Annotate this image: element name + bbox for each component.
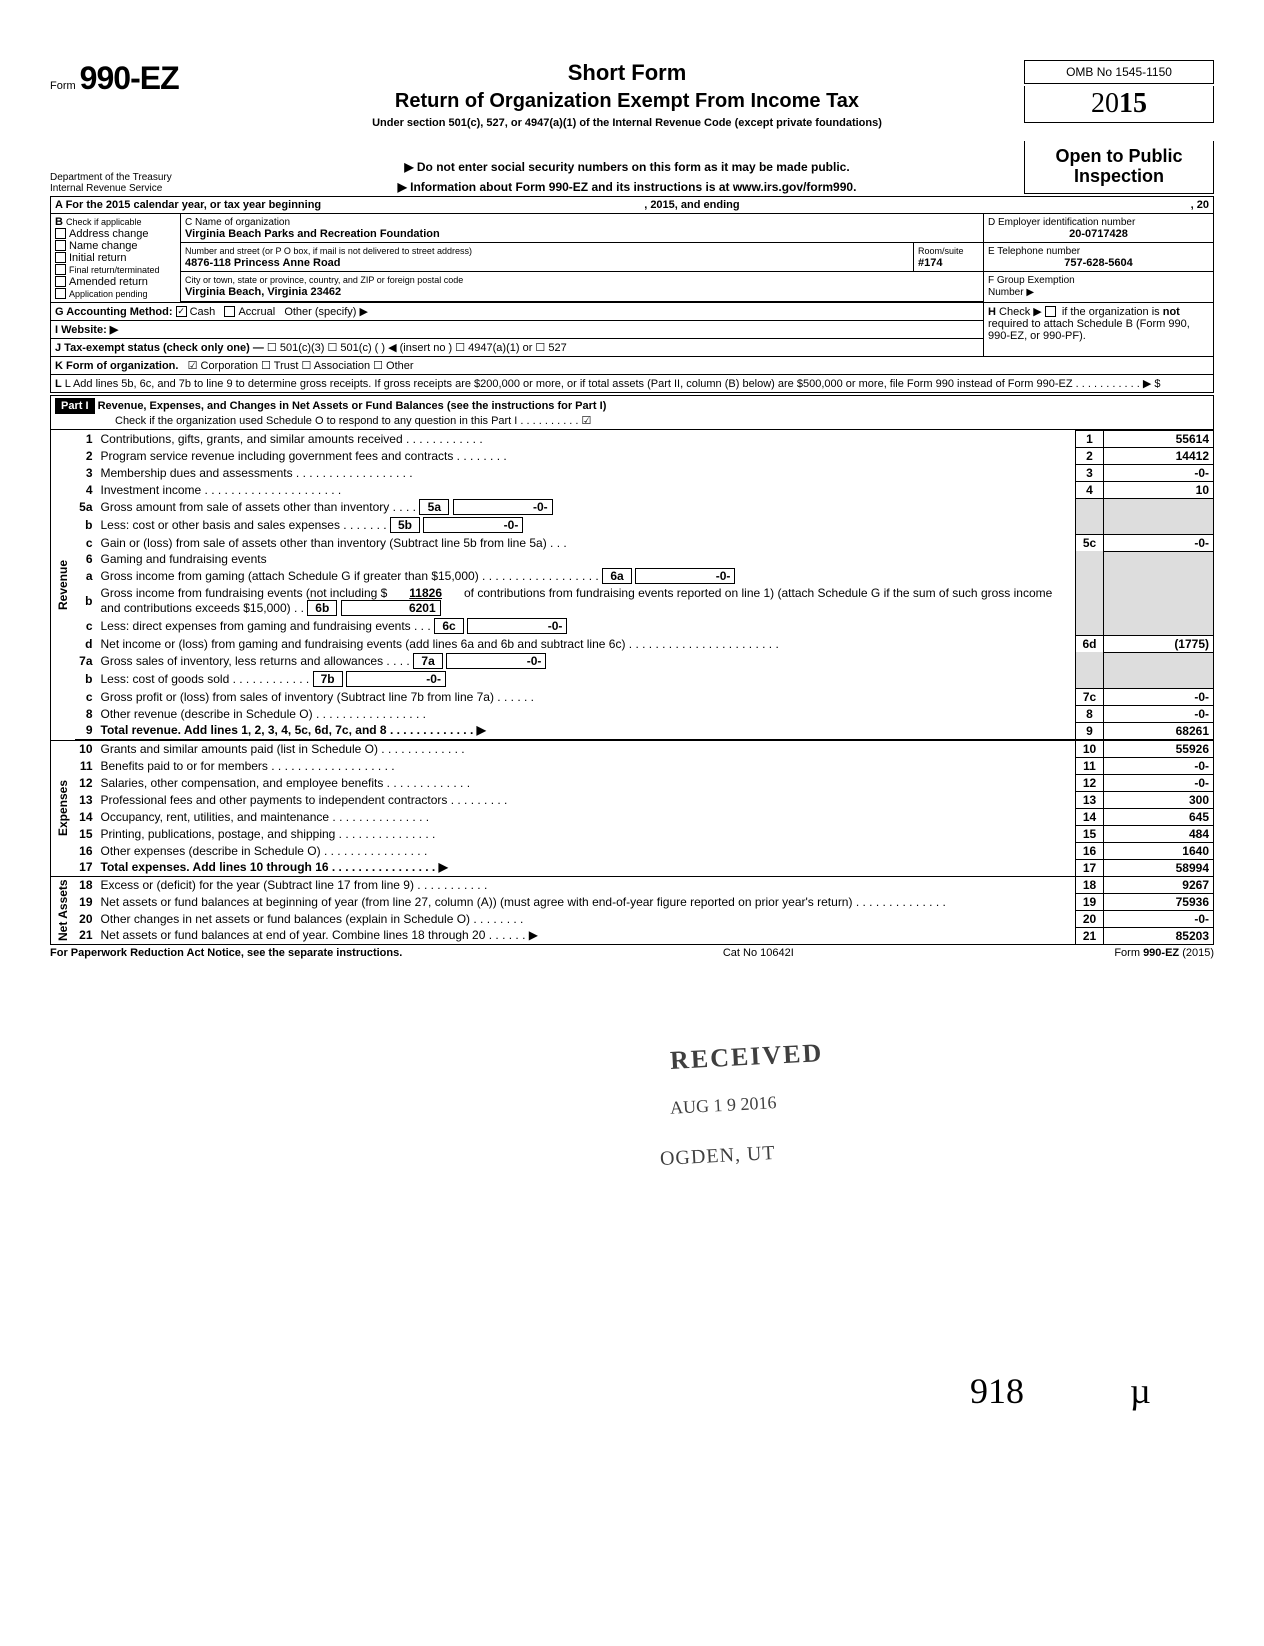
line-a: A For the 2015 calendar year, or tax yea… (55, 199, 321, 211)
amt-11: -0- (1104, 757, 1214, 774)
amt-3: -0- (1104, 464, 1214, 481)
amt-13: 300 (1104, 791, 1214, 808)
form-number: 990-EZ (80, 60, 179, 97)
part1-badge: Part I (55, 398, 95, 414)
chk-name[interactable] (55, 240, 66, 251)
revenue-sidelabel: Revenue (51, 430, 75, 740)
chk-accrual[interactable] (224, 306, 235, 317)
omb-number: OMB No 1545-1150 (1024, 60, 1214, 84)
chk-address[interactable] (55, 228, 66, 239)
received-stamp: RECEIVED (669, 1038, 824, 1076)
tax-year: 2015 (1024, 86, 1214, 123)
amt-2: 14412 (1104, 447, 1214, 464)
amt-5c: -0- (1104, 534, 1214, 551)
org-name: Virginia Beach Parks and Recreation Foun… (185, 228, 440, 240)
amt-7c: -0- (1104, 688, 1214, 705)
directive-1: Do not enter social security numbers on … (230, 160, 1024, 174)
netassets-sidelabel: Net Assets (51, 876, 75, 944)
short-form-title: Short Form (230, 60, 1024, 86)
header-table: A For the 2015 calendar year, or tax yea… (50, 196, 1214, 393)
main-title: Return of Organization Exempt From Incom… (230, 90, 1024, 113)
amt-12: -0- (1104, 774, 1214, 791)
line-l: L Add lines 5b, 6c, and 7b to line 9 to … (65, 378, 1161, 390)
ein: 20-0717428 (988, 228, 1209, 240)
tax-exempt-opts: ☐ 501(c)(3) ☐ 501(c) ( ) ◀ (insert no ) … (267, 342, 567, 354)
amt-10: 55926 (1104, 740, 1214, 757)
amt-8: -0- (1104, 705, 1214, 722)
department-label: Department of the Treasury Internal Reve… (50, 172, 230, 194)
handwriting-2: µ (1130, 1370, 1151, 1412)
city-state-zip: Virginia Beach, Virginia 23462 (185, 286, 341, 298)
directive-2: Information about Form 990-EZ and its in… (230, 180, 1024, 194)
street-address: 4876-118 Princess Anne Road (185, 257, 341, 269)
form-label: Form 990-EZ (50, 60, 230, 97)
amt-16: 1640 (1104, 842, 1214, 859)
handwriting-1: 918 (970, 1370, 1024, 1412)
amt-21: 85203 (1104, 927, 1214, 944)
chk-h[interactable] (1045, 306, 1056, 317)
ogden-stamp: OGDEN, UT (659, 1142, 776, 1171)
amt-18: 9267 (1104, 876, 1214, 893)
amt-6d: (1775) (1104, 635, 1214, 652)
chk-amended[interactable] (55, 276, 66, 287)
lines-table: Revenue 1 Contributions, gifts, grants, … (50, 430, 1214, 945)
chk-cash[interactable]: ✓ (176, 306, 187, 317)
amt-4: 10 (1104, 481, 1214, 498)
amt-1: 55614 (1104, 430, 1214, 447)
chk-pending[interactable] (55, 288, 66, 299)
amt-14: 645 (1104, 808, 1214, 825)
room-suite: #174 (918, 257, 942, 269)
footer: For Paperwork Reduction Act Notice, see … (50, 947, 1214, 959)
chk-final[interactable] (55, 264, 66, 275)
form-of-org: ☑ Corporation ☐ Trust ☐ Association ☐ Ot… (188, 360, 414, 372)
form-word: Form (50, 80, 76, 92)
amt-17: 58994 (1104, 859, 1214, 876)
amt-19: 75936 (1104, 893, 1214, 910)
website-label: I Website: ▶ (55, 324, 118, 336)
received-date-stamp: AUG 1 9 2016 (670, 1092, 777, 1119)
part1-header: Part I Revenue, Expenses, and Changes in… (50, 395, 1214, 430)
open-to-public: Open to Public Inspection (1024, 141, 1214, 194)
amt-15: 484 (1104, 825, 1214, 842)
expenses-sidelabel: Expenses (51, 740, 75, 876)
subtitle: Under section 501(c), 527, or 4947(a)(1)… (230, 117, 1024, 129)
amt-9: 68261 (1104, 722, 1214, 739)
telephone: 757-628-5604 (988, 257, 1209, 269)
amt-20: -0- (1104, 910, 1214, 927)
chk-initial[interactable] (55, 252, 66, 263)
